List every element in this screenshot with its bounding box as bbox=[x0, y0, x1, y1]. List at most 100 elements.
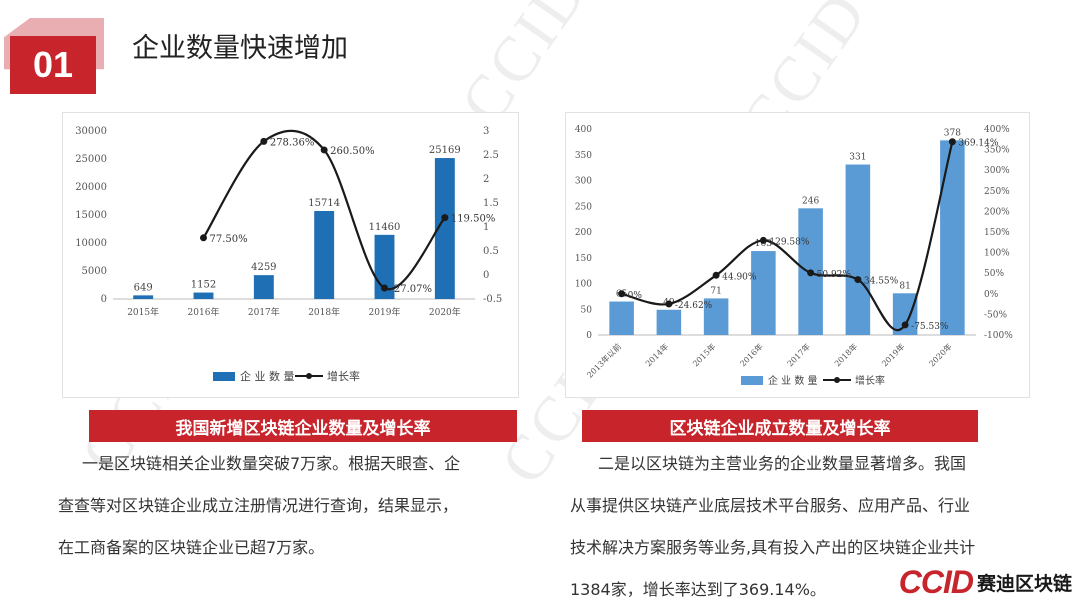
bar bbox=[751, 251, 776, 335]
y-left-tick-label: 400 bbox=[575, 125, 592, 135]
y-right-tick-label: 1 bbox=[483, 222, 489, 233]
bar-value-label: 81 bbox=[899, 281, 910, 291]
bar-value-label: 4259 bbox=[251, 262, 276, 273]
growth-rate-point bbox=[200, 234, 207, 242]
growth-rate-label: 129.58% bbox=[769, 237, 809, 247]
logo-mark: CCID bbox=[898, 564, 974, 600]
y-right-tick-label: 300% bbox=[984, 166, 1010, 176]
y-left-tick-label: 250 bbox=[575, 202, 592, 212]
legend-line-marker bbox=[834, 377, 840, 383]
bar-value-label: 11460 bbox=[369, 222, 401, 233]
right-text-line: 从事提供区块链产业底层技术平台服务、应用产品、行业 bbox=[570, 496, 971, 515]
bar bbox=[940, 140, 965, 335]
growth-rate-label: 0% bbox=[628, 291, 643, 301]
y-right-tick-label: 2 bbox=[483, 174, 489, 185]
y-left-tick-label: 350 bbox=[575, 151, 592, 161]
legend-line-marker bbox=[306, 373, 312, 379]
x-tick-label: 2019年 bbox=[879, 341, 906, 368]
legend-bar-label: 企 业 数 量 bbox=[240, 369, 295, 383]
y-left-tick-label: 5000 bbox=[82, 266, 107, 277]
y-right-tick-label: -50% bbox=[984, 310, 1007, 320]
y-left-tick-label: 50 bbox=[581, 305, 593, 315]
bar bbox=[703, 298, 729, 335]
growth-rate-point bbox=[712, 271, 720, 279]
x-tick-label: 2015年 bbox=[690, 341, 717, 368]
growth-rate-point bbox=[381, 284, 388, 292]
growth-rate-label: 44.90% bbox=[722, 272, 757, 282]
growth-rate-point bbox=[807, 269, 815, 277]
bar-value-label: 378 bbox=[944, 128, 961, 138]
bar bbox=[133, 295, 154, 299]
x-tick-label: 2015年 bbox=[127, 306, 159, 318]
bar-value-label: 71 bbox=[710, 286, 721, 296]
growth-rate-point bbox=[665, 300, 673, 308]
y-right-tick-label: 0% bbox=[984, 290, 999, 300]
bar bbox=[609, 301, 634, 335]
legend-bar-swatch bbox=[741, 376, 763, 385]
growth-rate-label: 50.92% bbox=[817, 270, 852, 280]
x-tick-label: 2019年 bbox=[369, 306, 401, 318]
y-left-tick-label: 0 bbox=[586, 331, 592, 341]
x-tick-label: 2013年以前 bbox=[585, 341, 623, 379]
right-body-text: 二是以区块链为主营业务的企业数量显著增多。我国 从事提供区块链产业底层技术平台服… bbox=[570, 443, 975, 611]
bar bbox=[253, 275, 274, 299]
legend-line-label: 增长率 bbox=[855, 374, 885, 387]
y-left-tick-label: 20000 bbox=[75, 182, 107, 193]
y-left-tick-label: 25000 bbox=[75, 154, 107, 165]
bar-value-label: 163 bbox=[755, 239, 772, 249]
right-text-line: 技术解决方案服务等业务,具有投入产出的区块链企业共计 bbox=[570, 538, 976, 557]
x-tick-label: 2018年 bbox=[832, 341, 859, 368]
section-number-badge: 01 bbox=[10, 36, 96, 94]
legend-bar-label: 企 业 数 量 bbox=[768, 374, 818, 387]
legend-bar-swatch bbox=[213, 372, 235, 381]
page-title: 企业数量快速增加 bbox=[132, 33, 348, 64]
y-right-tick-label: 0 bbox=[483, 270, 489, 281]
y-left-tick-label: 200 bbox=[575, 228, 592, 238]
growth-rate-label: 278.36% bbox=[270, 137, 315, 148]
y-right-tick-label: 50% bbox=[984, 269, 1004, 279]
growth-rate-point bbox=[320, 146, 328, 154]
bar-value-label: 331 bbox=[849, 153, 866, 163]
left-chart-panel: 0 5000 10000 15000 20000 25000 30000 -0.5 0 0.5 1 1… bbox=[62, 112, 519, 398]
section-number: 01 bbox=[32, 44, 74, 85]
y-left-tick-label: 15000 bbox=[75, 210, 107, 221]
y-right-tick-label: 1.5 bbox=[483, 198, 499, 209]
growth-rate-point bbox=[948, 138, 956, 146]
legend-line-label: 增长率 bbox=[327, 369, 360, 383]
growth-rate-point bbox=[854, 276, 862, 284]
x-tick-label: 2017年 bbox=[785, 341, 812, 368]
x-tick-label: 2020年 bbox=[927, 341, 954, 368]
bar bbox=[434, 158, 455, 299]
x-tick-label: 2016年 bbox=[188, 306, 220, 318]
bar bbox=[656, 309, 682, 335]
y-left-tick-label: 150 bbox=[575, 254, 592, 264]
growth-rate-point bbox=[441, 214, 449, 222]
bar bbox=[314, 211, 335, 299]
y-right-tick-label: 250% bbox=[984, 187, 1010, 197]
right-combo-chart: 0 50 100 150 200 250 300 350 400 -100% -50% 0% 50% 10… bbox=[575, 125, 1013, 387]
growth-rate-point bbox=[618, 290, 626, 298]
x-tick-label: 2018年 bbox=[308, 306, 340, 318]
growth-rate-label: -75.53% bbox=[911, 322, 949, 332]
right-chart-panel: 0 50 100 150 200 250 300 350 400 -100% -50% 0% 50% 10… bbox=[565, 112, 1030, 398]
right-chart-caption: 区块链企业成立数量及增长率 bbox=[582, 410, 978, 442]
y-right-tick-label: 350% bbox=[984, 146, 1010, 156]
bar bbox=[193, 292, 214, 299]
growth-rate-label: -27.07% bbox=[391, 284, 433, 295]
x-tick-label: 2014年 bbox=[643, 341, 670, 368]
growth-rate-label: 369.14% bbox=[958, 139, 998, 149]
right-text-line: 二是以区块链为主营业务的企业数量显著增多。我国 bbox=[598, 454, 967, 473]
y-left-tick-label: 30000 bbox=[75, 126, 107, 137]
bar-value-label: 649 bbox=[134, 282, 153, 293]
growth-rate-label: 119.50% bbox=[451, 214, 496, 225]
growth-rate-point bbox=[759, 236, 767, 244]
growth-rate-line bbox=[202, 129, 446, 291]
y-left-tick-label: 0 bbox=[101, 294, 107, 305]
growth-rate-label: 77.50% bbox=[210, 234, 248, 245]
growth-rate-point bbox=[901, 321, 909, 329]
x-tick-label: 2017年 bbox=[248, 306, 280, 318]
bar-value-label: 25169 bbox=[429, 145, 461, 156]
left-body-text: 一是区块链相关企业数量突破7万家。根据天眼查、企 查查等对区块链企业成立注册情况… bbox=[58, 443, 460, 569]
y-left-tick-label: 300 bbox=[575, 177, 592, 187]
y-right-tick-label: 0.5 bbox=[483, 246, 499, 257]
